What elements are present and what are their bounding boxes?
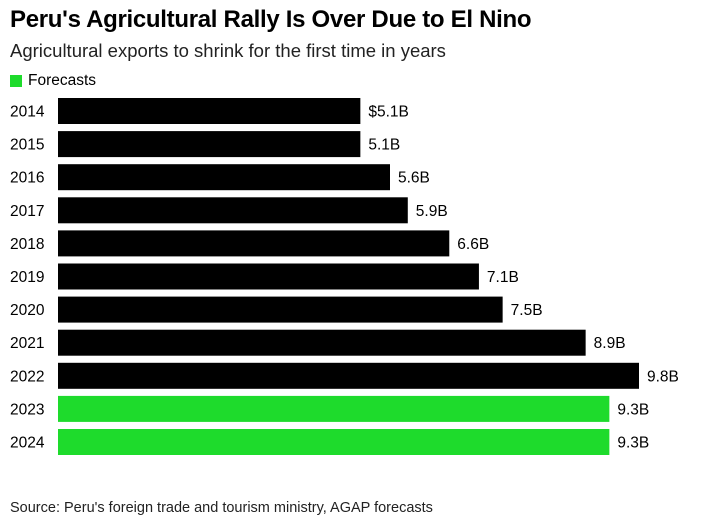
bar-2015 bbox=[58, 131, 361, 158]
value-label-2021: 8.9B bbox=[594, 335, 626, 352]
bar-2018 bbox=[58, 230, 450, 257]
bar-2024 bbox=[58, 429, 610, 455]
bar-2022 bbox=[58, 362, 639, 389]
bar-2020 bbox=[58, 296, 503, 323]
value-label-2024: 9.3B bbox=[617, 435, 649, 452]
y-tick-label: 2018 bbox=[10, 236, 44, 253]
bar-2023 bbox=[58, 395, 610, 422]
y-tick-label: 2023 bbox=[10, 401, 44, 418]
legend-label-forecasts: Forecasts bbox=[28, 72, 97, 89]
legend: Forecasts bbox=[10, 72, 96, 90]
y-tick-label: 2016 bbox=[10, 170, 44, 187]
value-label-2023: 9.3B bbox=[617, 401, 649, 418]
bar-2016 bbox=[58, 164, 390, 191]
y-tick-label: 2019 bbox=[10, 269, 44, 286]
y-tick-label: 2022 bbox=[10, 368, 44, 385]
value-label-2018: 6.6B bbox=[457, 236, 489, 253]
y-tick-label: 2017 bbox=[10, 203, 44, 220]
y-tick-label: 2024 bbox=[10, 435, 45, 452]
value-label-2016: 5.6B bbox=[398, 170, 430, 187]
chart-title: Peru's Agricultural Rally Is Over Due to… bbox=[10, 6, 532, 33]
value-label-2017: 5.9B bbox=[416, 203, 448, 220]
bar-2019 bbox=[58, 263, 479, 290]
source-note: Source: Peru's foreign trade and tourism… bbox=[10, 500, 433, 516]
y-tick-label: 2020 bbox=[10, 302, 45, 319]
chart-subtitle: Agricultural exports to shrink for the f… bbox=[10, 40, 446, 61]
bar-2017 bbox=[58, 197, 408, 224]
legend-swatch-forecasts bbox=[10, 75, 22, 87]
bar-2014 bbox=[58, 98, 361, 124]
value-label-2014: $5.1B bbox=[368, 104, 409, 121]
value-label-2022: 9.8B bbox=[647, 368, 679, 385]
y-tick-label: 2015 bbox=[10, 137, 44, 154]
y-tick-label: 2014 bbox=[10, 104, 45, 121]
value-label-2019: 7.1B bbox=[487, 269, 519, 286]
value-label-2015: 5.1B bbox=[368, 137, 400, 154]
y-tick-label: 2021 bbox=[10, 335, 44, 352]
bar-2021 bbox=[58, 329, 586, 356]
value-label-2020: 7.5B bbox=[511, 302, 543, 319]
